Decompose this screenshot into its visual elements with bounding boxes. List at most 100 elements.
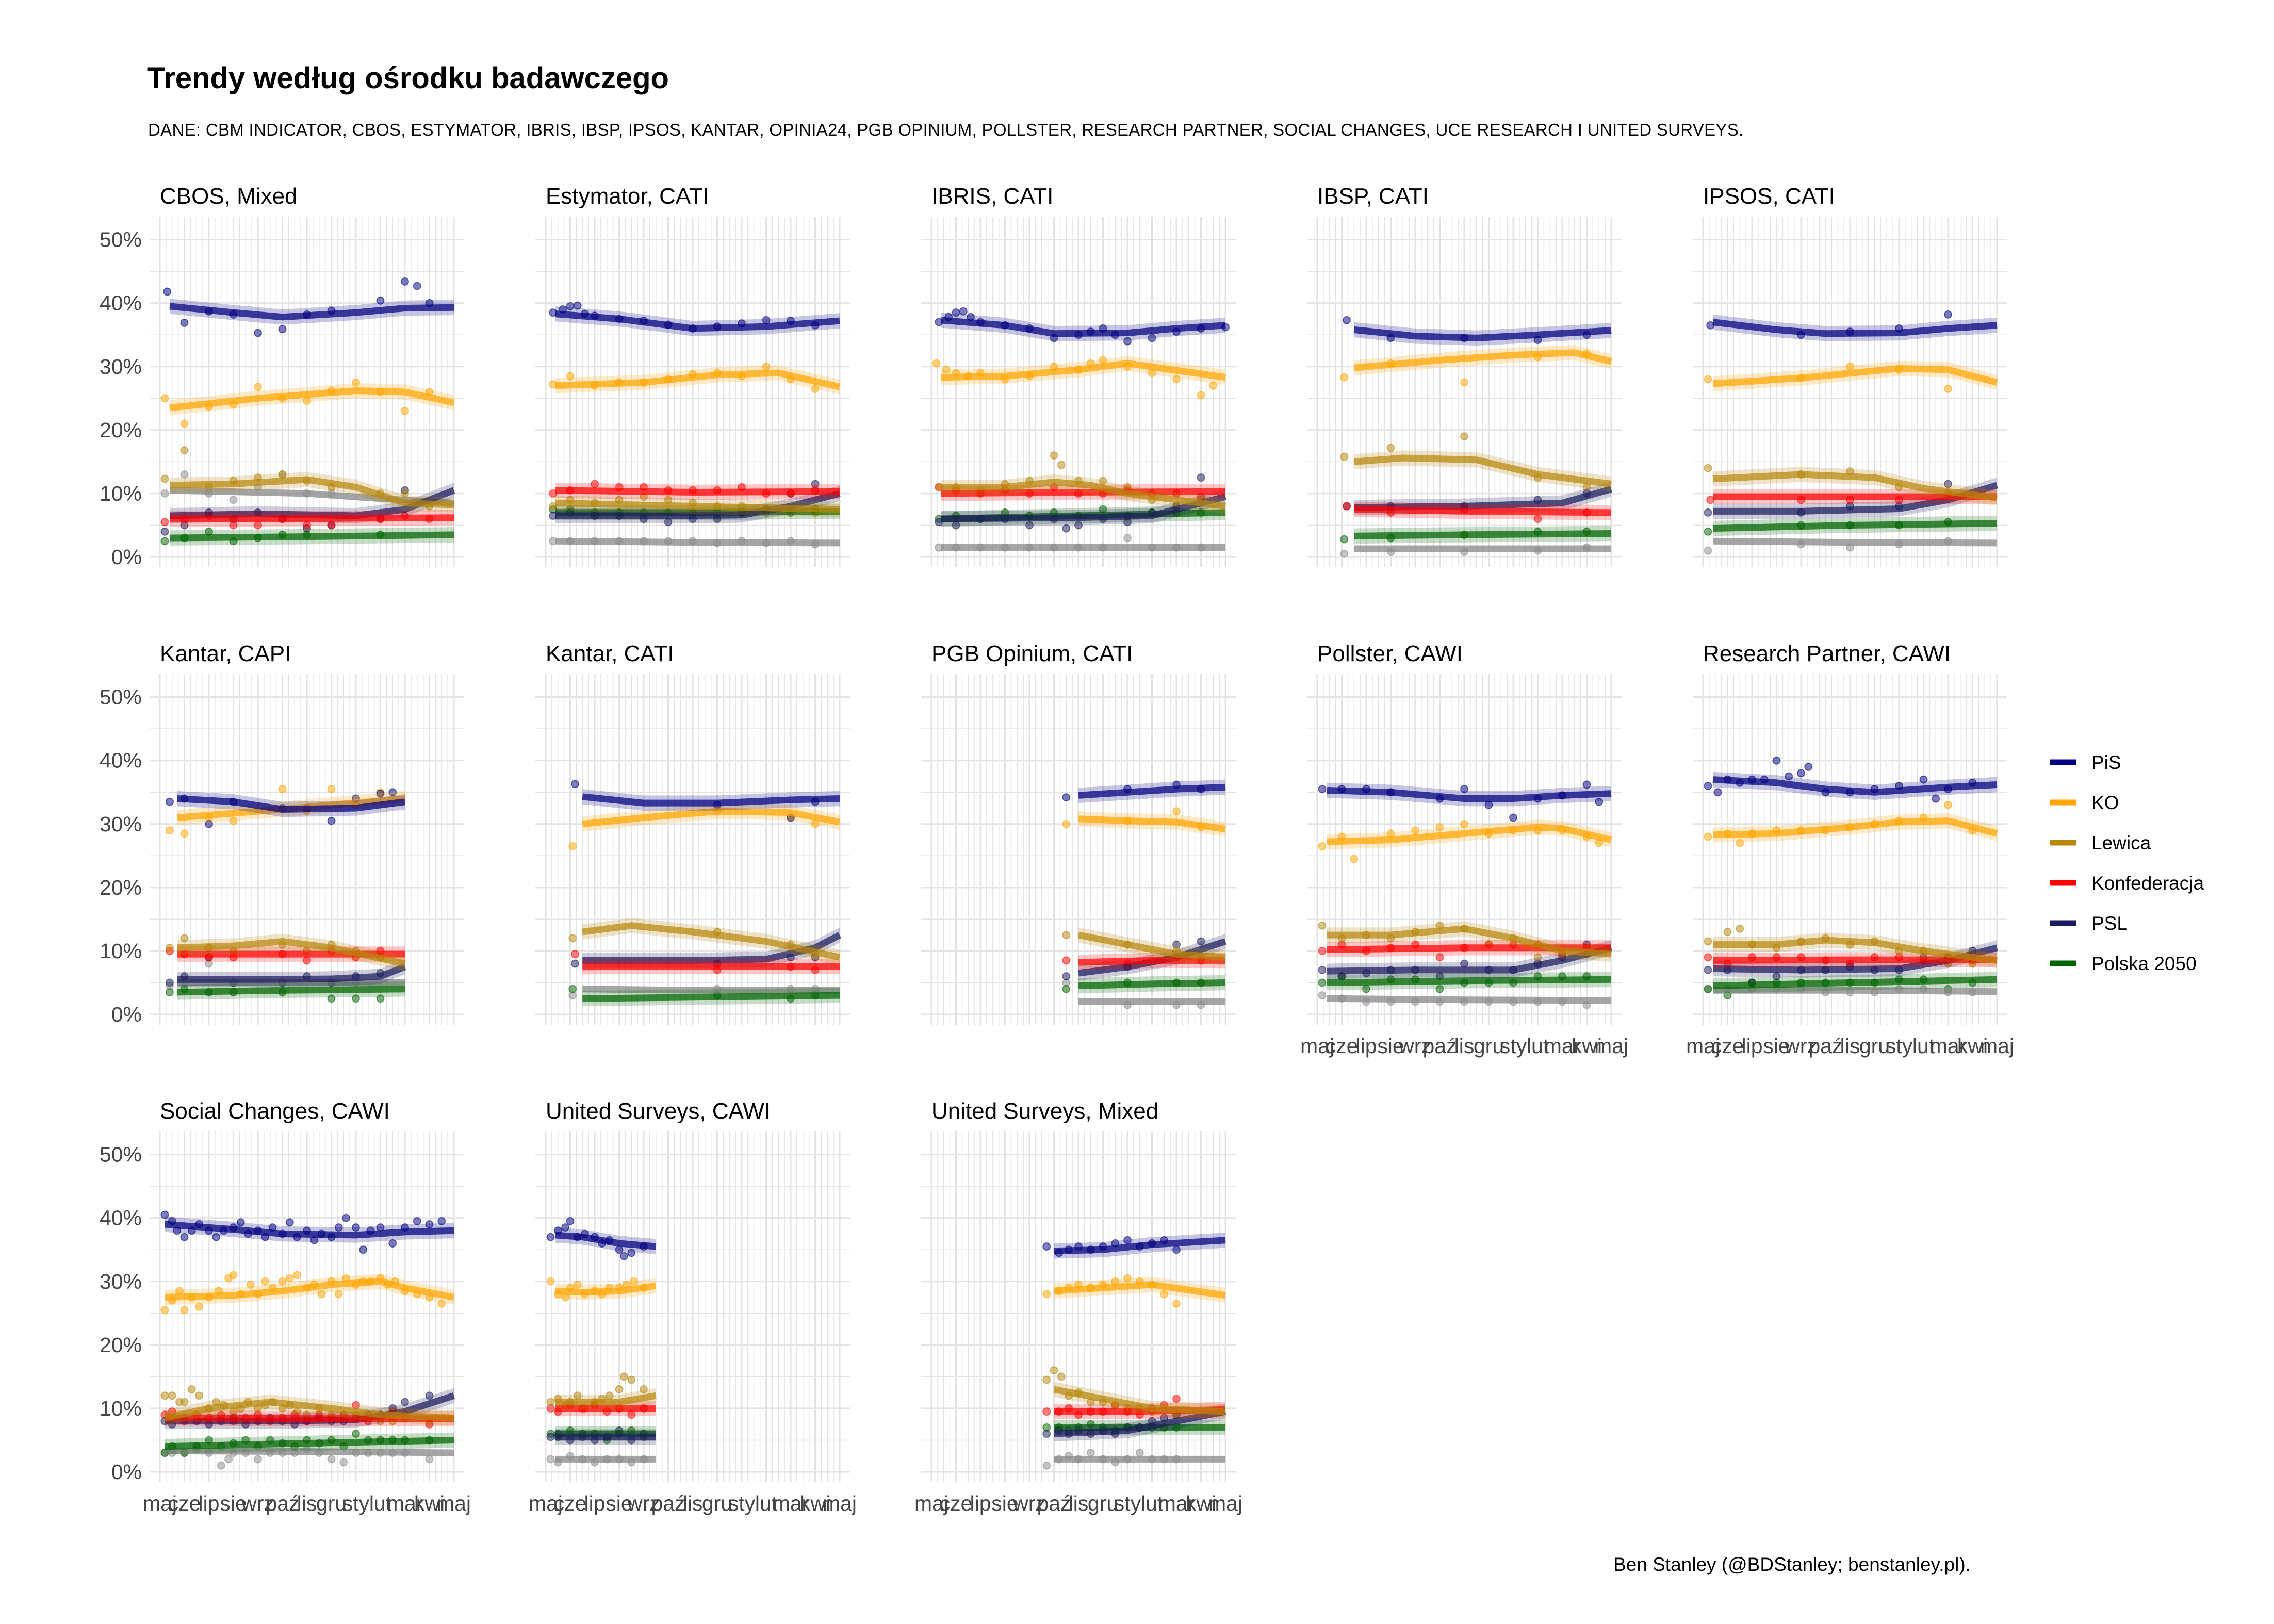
poll-point-ko [1197,391,1205,400]
poll-point-polska-2050 [1704,527,1712,536]
y-tick-label: 40% [100,1206,142,1230]
x-tick-label: paź [1422,1034,1457,1058]
trend-line-lewica [941,479,1226,510]
x-tick-label: lut [1141,1491,1164,1515]
poll-point-lewica [1050,1366,1058,1375]
trend-line-polska-2050 [169,531,454,542]
poll-point-ko [166,826,174,835]
x-tick-label: maj [1980,1034,2014,1058]
x-tick-label: maj [1594,1034,1628,1058]
trend-line-lewica [555,1392,657,1406]
panel-cbos-mixed: CBOS, Mixed 0% 10% 20% 30% 40% 50% [100,184,464,569]
poll-point-ko [352,378,360,387]
x-tick-label: paź [651,1491,685,1515]
poll-point-lewica [640,1385,648,1393]
poll-point-lewica [166,943,174,952]
poll-point-pis [163,287,172,296]
trend-line-lewica [1053,1386,1226,1415]
panel-title: Kantar, CAPI [160,641,291,666]
poll-point-pis [166,797,174,806]
poll-point-lewica [1340,452,1349,461]
poll-point-ko [229,1271,238,1279]
x-tick-label: wrz [627,1491,660,1515]
x-tick-label: sty [728,1491,756,1515]
x-tick-label: sie [606,1491,632,1515]
x-tick-label: sty [1114,1491,1141,1515]
poll-point-lewica [627,1375,636,1384]
poll-point-polska-2050 [568,985,577,993]
poll-point-konfederacja [1704,953,1712,962]
trend-line-ko [169,387,455,412]
poll-point-konfederacja [1533,515,1542,523]
poll-point-ko [1160,1290,1169,1299]
x-tick-label: sie [1763,1034,1790,1058]
trend-line-konfederacja [555,487,840,496]
poll-point-pis [1123,337,1132,346]
poll-point-pis [254,329,262,337]
poll-point-pis [1582,780,1591,789]
legend-label-polska-2050: Polska 2050 [2091,953,2197,974]
poll-point-ko [932,359,941,368]
poll-point-ko [811,384,820,393]
x-tick-label: wrz [1398,1034,1432,1058]
poll-point-lewica [1386,444,1395,452]
poll-point-ko [180,1306,189,1315]
x-tick-label: cze [1326,1034,1359,1058]
poll-point-lewica [1057,461,1066,469]
poll-point-pis [959,307,968,316]
poll-point-lewica [546,1398,555,1406]
trend-line-pis [555,310,840,332]
poll-point-polska-2050 [1435,985,1444,993]
poll-point-ko [246,1280,255,1289]
trend-line-polska-2050 [1354,530,1612,539]
trend-ribbon-pis [170,299,454,325]
y-tick-label: 20% [100,876,142,899]
panel-ipsos-cati: IPSOS, CATI [1693,184,2007,567]
poll-point-ko [573,1280,582,1289]
x-tick-label: kwi [1957,1034,1988,1058]
chart-title: Trendy według ośrodku badawczego [147,61,669,95]
x-tick-label: paź [1808,1034,1842,1058]
poll-point-pis [180,1233,189,1241]
poll-point-polska-2050 [352,994,360,1003]
poll-point-ko [195,1303,203,1311]
poll-point-ko [327,785,336,794]
poll-point-lewica [1736,924,1744,933]
poll-point-other [254,1455,262,1464]
poll-point-pis [1460,785,1468,794]
poll-point-lewica [1042,1375,1051,1384]
trend-line-other [582,986,840,994]
poll-point-ko [229,816,238,825]
trend-line-polska-2050 [165,1436,454,1450]
poll-point-pis [327,816,336,825]
trend-line-pis [1712,776,1998,796]
x-tick-label: maj [143,1491,177,1515]
trend-line-polska-2050 [582,992,840,1002]
trend-line-polska-2050 [177,986,405,996]
poll-point-pis [1944,310,1952,319]
poll-point-lewica [1704,464,1712,472]
y-tick-label: 50% [100,685,142,709]
poll-point-lewica [160,1391,169,1400]
trend-line-lewica [1327,925,1612,958]
panel-title: United Surveys, Mixed [931,1098,1158,1124]
trend-line-lewica [1712,471,1998,501]
trend-line-ko [1353,349,1612,371]
poll-point-pis [388,788,397,797]
trend-line-ko [1712,817,1998,839]
poll-point-pis [1509,813,1517,822]
poll-point-konfederacja [160,518,169,527]
trend-line-ko [1327,824,1612,845]
x-tick-label: gru [1859,1034,1890,1058]
poll-point-pis [1804,763,1813,771]
poll-point-pis [1932,794,1940,803]
poll-point-ko [1350,855,1359,863]
poll-point-ko [1736,839,1744,847]
poll-point-pis [342,1213,350,1222]
poll-point-pis [573,301,582,310]
panel-title: Pollster, CAWI [1317,641,1463,666]
panel-title: IBRIS, CATI [931,184,1053,209]
x-tick-label: maj [1300,1034,1334,1058]
poll-point-lewica [1099,477,1107,485]
